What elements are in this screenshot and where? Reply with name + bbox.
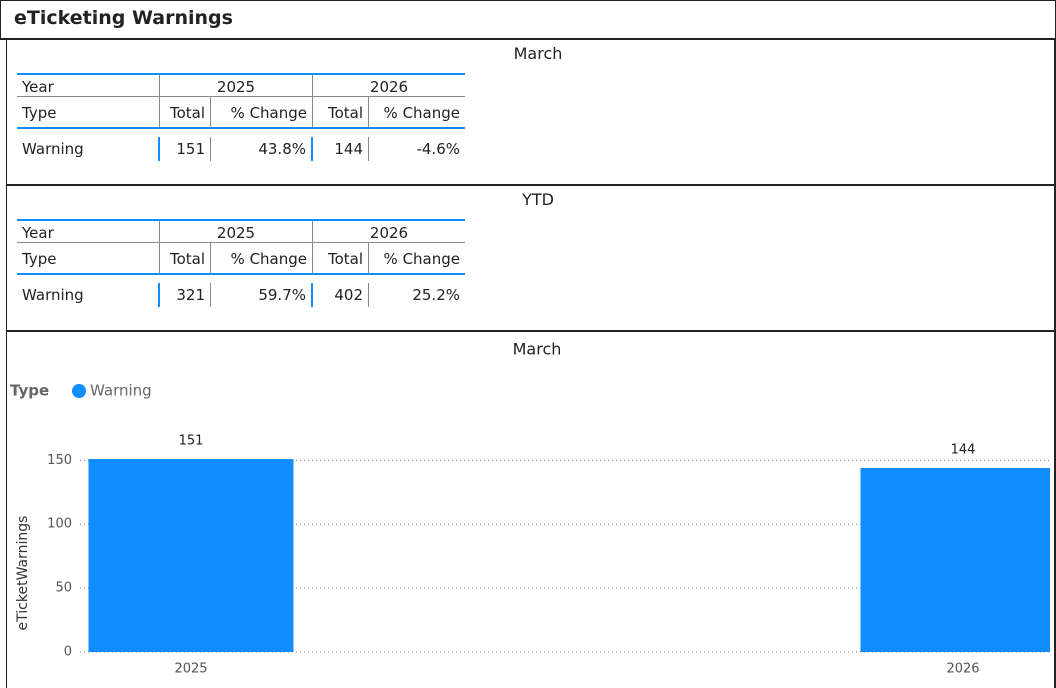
x-tick-label: 2026 xyxy=(946,662,979,677)
table-cell: 402 xyxy=(313,283,369,307)
year-header: 2026 xyxy=(313,219,465,243)
column-header: % Change xyxy=(211,243,313,275)
year-header: 2026 xyxy=(313,73,465,97)
type-label: Type xyxy=(17,243,160,275)
legend-title: Type xyxy=(10,382,49,400)
column-header: % Change xyxy=(211,97,313,129)
chart-title: March xyxy=(513,340,562,359)
table-cell: 25.2% xyxy=(412,286,460,304)
legend-marker xyxy=(72,384,86,398)
bar xyxy=(860,468,1050,652)
y-tick-label: 50 xyxy=(55,581,72,596)
column-header: Total xyxy=(160,97,211,129)
table-cell: 43.8% xyxy=(211,137,313,161)
year-label: Year xyxy=(17,219,160,243)
table-cell: 144 xyxy=(313,137,369,161)
chart-panel: March Type eTicketWarnings Warning 0 50 100… xyxy=(6,330,1056,688)
header: eTicketing Warnings xyxy=(0,0,1056,40)
y-tick-label: 100 xyxy=(47,517,72,532)
table-cell: 151 xyxy=(160,137,211,161)
section-title: YTD xyxy=(522,190,554,209)
year-header: 2025 xyxy=(160,219,313,243)
x-tick-label: 2025 xyxy=(174,662,207,677)
year-header: 2025 xyxy=(160,73,313,97)
legend-label: Warning xyxy=(90,382,152,400)
table-cell: 321 xyxy=(160,283,211,307)
header-title: eTicketing Warnings xyxy=(14,7,233,29)
table-cell: 59.7% xyxy=(211,283,313,307)
data-label: 151 xyxy=(179,434,204,449)
table-cell: -4.6% xyxy=(416,140,460,158)
row-label: Warning xyxy=(17,283,160,307)
chart: March Type eTicketWarnings Warning 0 50 100… xyxy=(10,340,1050,677)
column-header: Total xyxy=(313,97,369,129)
column-header: Total xyxy=(160,243,211,275)
column-header: % Change xyxy=(369,243,465,275)
y-tick-label: 0 xyxy=(64,645,72,660)
bar xyxy=(88,459,294,652)
year-label: Year xyxy=(17,73,160,97)
section-title: March xyxy=(513,44,563,63)
row-label: Warning xyxy=(17,137,160,161)
table-panel: YTD Year 2025 2026 Type Total% Change Total% C… xyxy=(6,184,1056,331)
y-axis-label: eTicketWarnings xyxy=(15,516,31,631)
table-panel: March Year 2025 2026 Type Total% Change Total%… xyxy=(6,38,1056,185)
column-header: Total xyxy=(313,243,369,275)
y-tick-label: 150 xyxy=(47,453,72,468)
data-label: 144 xyxy=(951,443,976,458)
type-label: Type xyxy=(17,97,160,129)
column-header: % Change xyxy=(369,97,465,129)
